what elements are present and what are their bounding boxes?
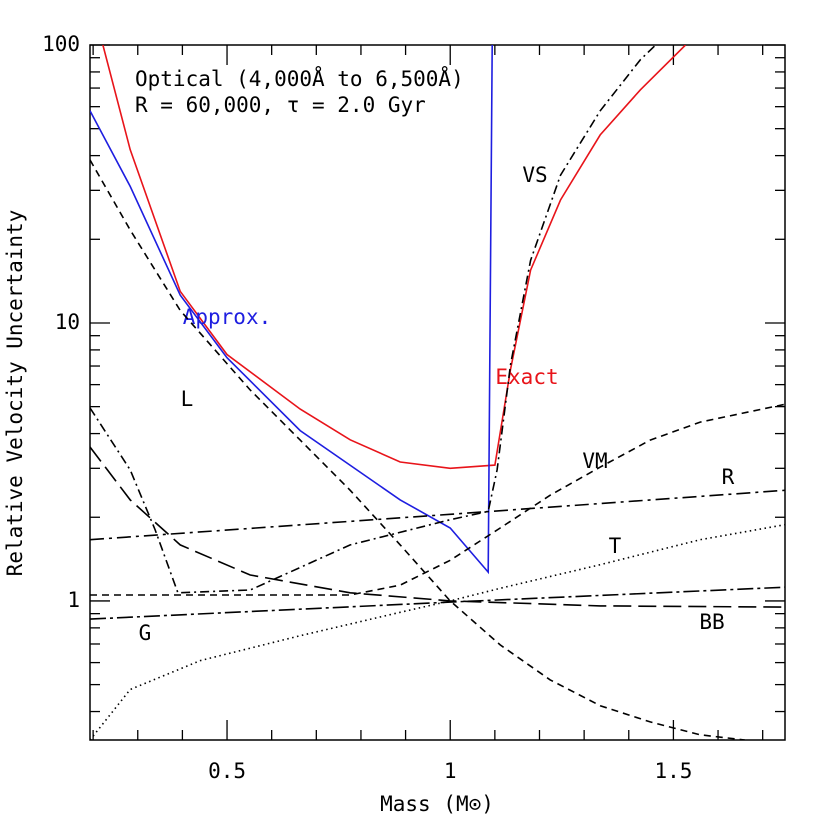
- x-tick-label: 1.5: [654, 759, 692, 783]
- series-line: [90, 586, 785, 620]
- series-line: [90, 45, 657, 594]
- series-label: L: [181, 387, 194, 411]
- x-tick-label: 0.5: [208, 759, 246, 783]
- y-tick-label: 100: [42, 32, 80, 56]
- series-line: [90, 489, 785, 541]
- series-label: T: [609, 534, 622, 558]
- series-label: VM: [582, 449, 607, 473]
- x-axis-label: Mass (M⊙): [380, 792, 494, 816]
- series-line: [90, 159, 745, 740]
- y-tick-label: 10: [55, 310, 80, 334]
- annotation: Optical (4,000Å to 6,500Å): [135, 65, 464, 91]
- series-label: G: [139, 621, 152, 645]
- y-tick-label: 1: [67, 588, 80, 612]
- x-tick-label: 1: [444, 759, 457, 783]
- y-axis-label: Relative Velocity Uncertainty: [3, 210, 27, 577]
- series-line: [90, 403, 785, 596]
- series-line: [90, 446, 785, 608]
- annotation: R = 60,000, τ = 2.0 Gyr: [135, 93, 426, 117]
- series-label: BB: [699, 610, 724, 634]
- series-label: VS: [522, 163, 547, 187]
- series-label: R: [722, 465, 735, 489]
- series-label: Exact: [495, 365, 558, 389]
- series-line: [90, 523, 785, 740]
- series-line: [102, 45, 687, 470]
- series-line: [90, 45, 493, 575]
- series-label: Approx.: [183, 305, 272, 329]
- plot-frame: [89, 44, 786, 741]
